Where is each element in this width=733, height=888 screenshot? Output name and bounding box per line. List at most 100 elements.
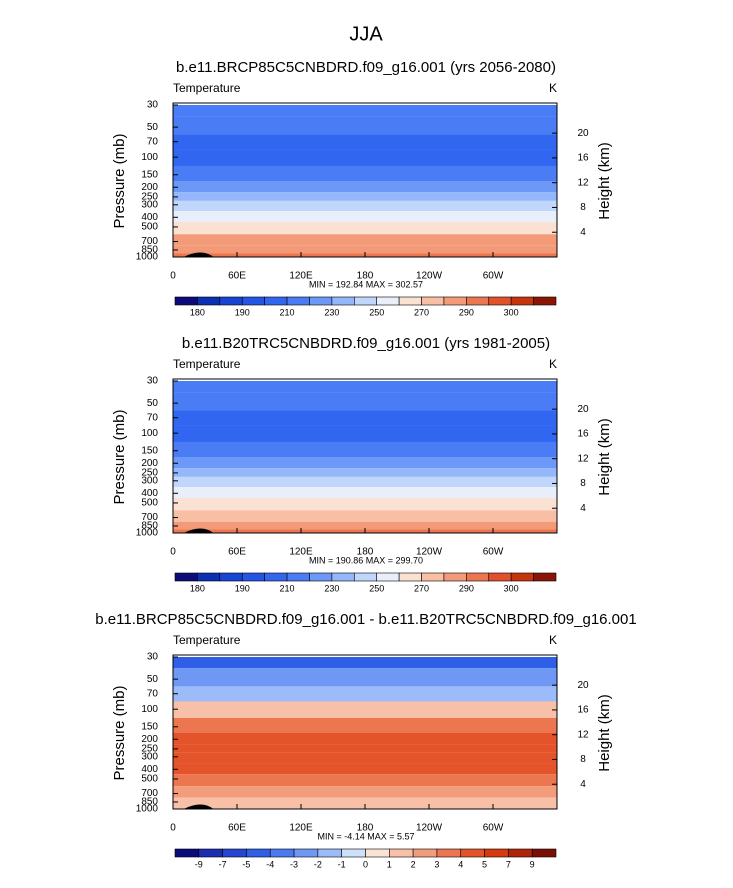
y-tick-label: 400 (141, 488, 158, 499)
y-tick-label: 200 (141, 734, 158, 745)
y2-tick-label: 8 (580, 202, 586, 213)
panel-units: K (549, 357, 557, 371)
colorbar-box (460, 848, 485, 858)
y-tick-label: 300 (141, 475, 158, 486)
contour-band (173, 457, 557, 469)
contour-band (173, 668, 557, 687)
stats: MIN = 192.84 MAX = 302.57 (309, 279, 423, 289)
colorbar-label: -4 (266, 859, 274, 869)
terrain (183, 252, 214, 257)
colorbar-label: 7 (506, 859, 511, 869)
panel-units: K (549, 633, 557, 647)
x-tick-label: 120W (416, 547, 443, 558)
x-tick-label: 60E (228, 547, 246, 558)
colorbar-box (219, 296, 243, 306)
x-tick-label: 120E (289, 271, 313, 282)
x-tick-label: 120W (416, 823, 443, 834)
y-tick-label: 850 (141, 245, 158, 256)
contour-band (173, 510, 557, 522)
colorbar-box (443, 572, 467, 582)
x-tick-label: 0 (170, 823, 176, 834)
y-tick-label: 70 (147, 412, 159, 423)
y-tick-label: 50 (147, 122, 159, 133)
x-tick-label: 180 (357, 823, 374, 834)
y2-tick-label: 20 (577, 680, 589, 691)
y-tick-label: 500 (141, 222, 158, 233)
x-tick-label: 60W (483, 271, 504, 282)
y-tick-label: 300 (141, 199, 158, 210)
contour-band (173, 763, 557, 775)
colorbar-label: -7 (219, 859, 227, 869)
y-tick-label: 850 (141, 521, 158, 532)
y2-tick-label: 12 (577, 453, 589, 464)
contour-band (173, 165, 557, 181)
colorbar-box (222, 848, 247, 858)
y2-tick-label: 8 (580, 754, 586, 765)
contour-band (173, 192, 557, 201)
contour-band (173, 116, 557, 135)
colorbar-label: 180 (190, 583, 205, 593)
contour-band (173, 498, 557, 511)
x-tick-label: 60W (483, 823, 504, 834)
colorbar-box (436, 848, 462, 858)
colorbar-box (241, 572, 265, 582)
colorbar-box (510, 572, 534, 582)
x-tick-label: 120E (289, 823, 313, 834)
x-tick-label: 120W (416, 271, 443, 282)
x-tick-label: 180 (357, 547, 374, 558)
x-tick-label: 0 (170, 547, 176, 558)
colorbar-box (488, 572, 512, 582)
contour-band (173, 200, 557, 212)
y2-tick-label: 16 (577, 429, 589, 440)
colorbar-box (466, 572, 490, 582)
contour-band (173, 686, 557, 702)
contour-band (173, 774, 557, 787)
y-tick-label: 70 (147, 688, 159, 699)
colorbar-box (219, 572, 243, 582)
contour-band (173, 392, 557, 411)
y-tick-label: 700 (141, 788, 158, 799)
y-tick-label: 1000 (136, 252, 159, 263)
y-tick-label: 150 (141, 721, 158, 732)
contour-band (173, 752, 557, 764)
y-tick-label: 250 (141, 468, 158, 479)
contour-band (173, 733, 557, 745)
colorbar-box (246, 848, 271, 858)
x-tick-label: 60E (228, 271, 246, 282)
y2-tick-label: 8 (580, 478, 586, 489)
y2-tick-label: 20 (577, 128, 589, 139)
colorbar-box (443, 296, 467, 306)
contour-band (173, 149, 557, 166)
y-tick-label: 700 (141, 236, 158, 247)
colorbar-label: 0 (363, 859, 368, 869)
y-tick-label: 30 (147, 376, 159, 387)
panel-title: b.e11.BRCP85C5CNBDRD.f09_g16.001 - b.e11… (95, 611, 636, 628)
y-tick-label: 100 (141, 152, 158, 163)
y2-tick-label: 20 (577, 404, 589, 415)
panel-subtitle: Temperature (173, 81, 241, 95)
y-tick-label: 700 (141, 512, 158, 523)
colorbar-label: 300 (504, 583, 519, 593)
contour-band (173, 744, 557, 753)
x-tick-label: 120E (289, 547, 313, 558)
contour-band (173, 786, 557, 798)
colorbar-label: 190 (235, 307, 250, 317)
colorbar-box (293, 848, 319, 858)
colorbar-box (488, 296, 512, 306)
y2-tick-label: 4 (580, 227, 586, 238)
colorbar-label: 1 (387, 859, 392, 869)
colorbar-label: 190 (235, 583, 250, 593)
contour-band (173, 425, 557, 442)
colorbar-label: 3 (434, 859, 439, 869)
y-tick-label: 150 (141, 169, 158, 180)
colorbar-box (264, 572, 288, 582)
colorbar-box (331, 572, 355, 582)
y-tick-label: 1000 (136, 804, 159, 815)
y-tick-label: 50 (147, 398, 159, 409)
colorbar-box (353, 296, 378, 306)
colorbar-box (197, 296, 221, 306)
colorbar-box (484, 848, 509, 858)
contour-band (173, 410, 557, 426)
colorbar-label: -1 (338, 859, 346, 869)
